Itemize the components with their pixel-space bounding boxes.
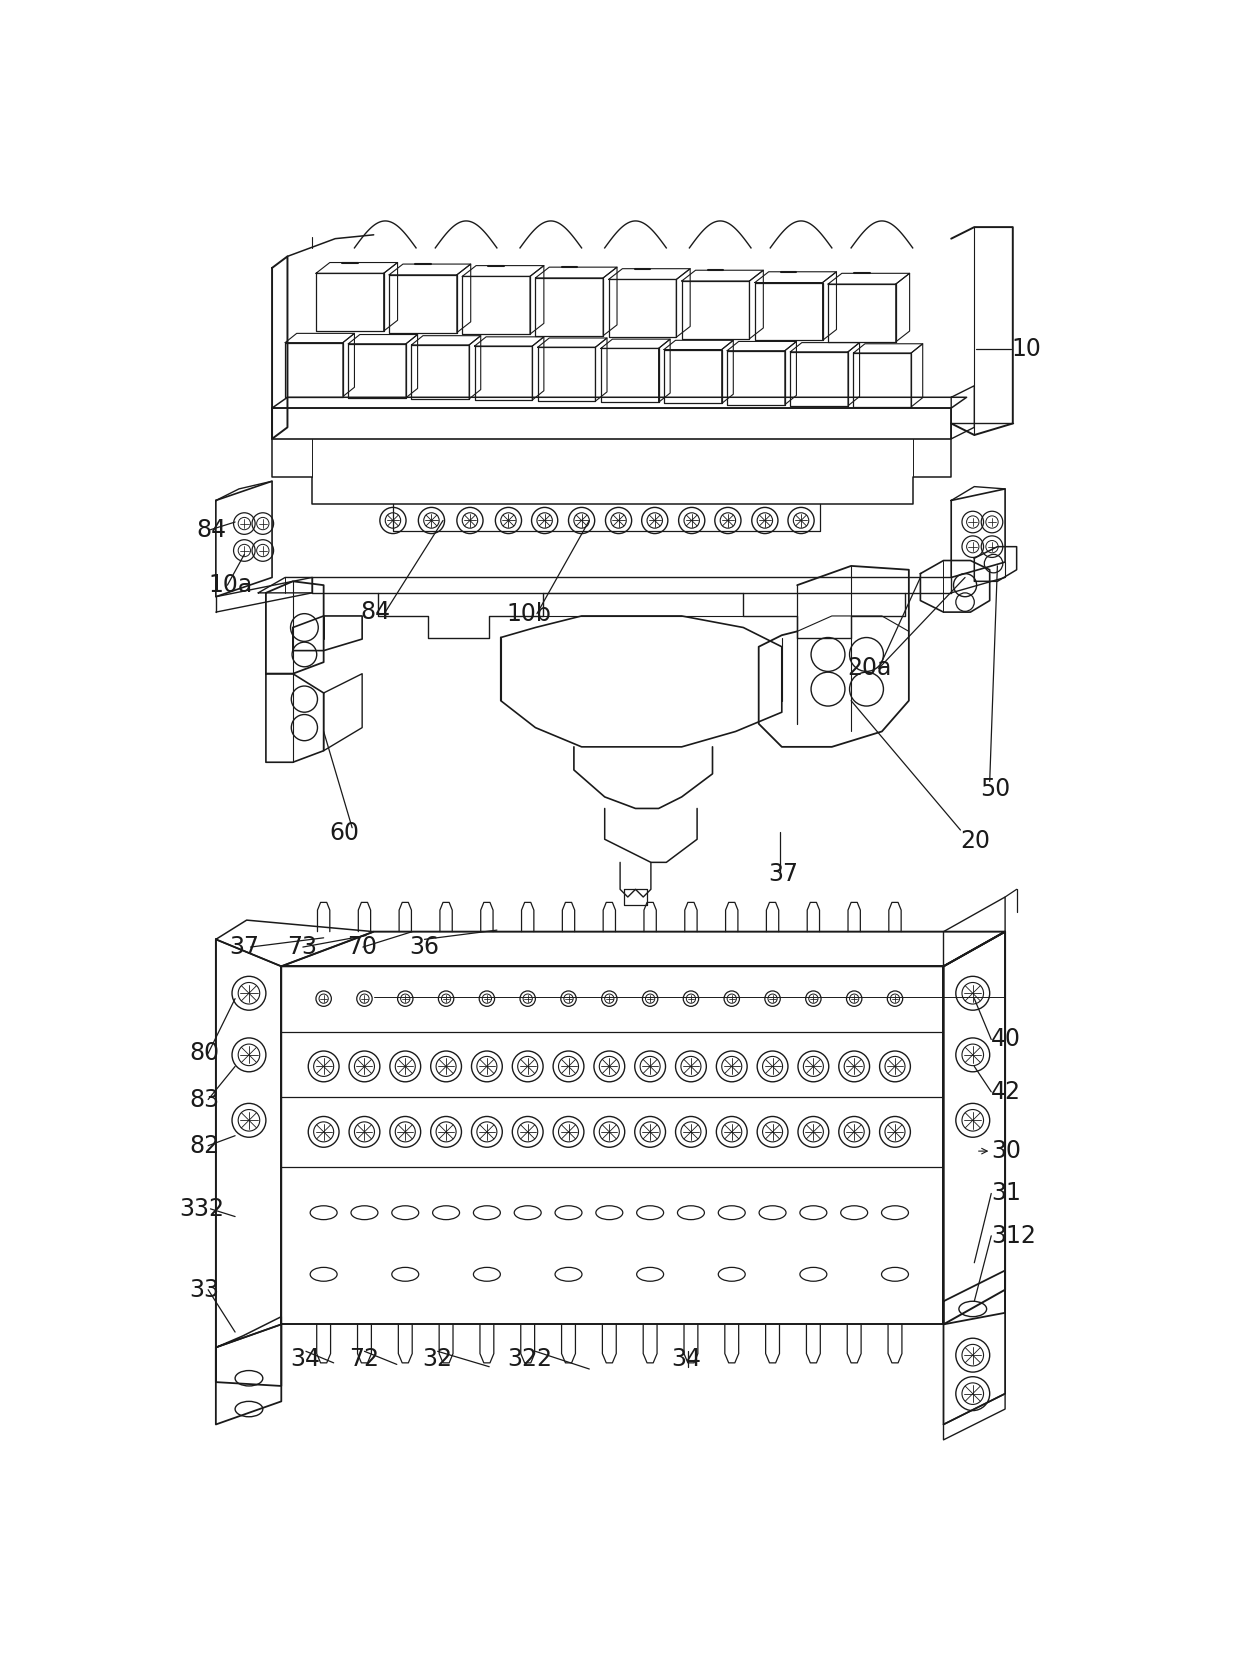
- Text: 60: 60: [329, 821, 360, 846]
- Text: 312: 312: [991, 1224, 1037, 1248]
- Text: 322: 322: [507, 1348, 552, 1371]
- Text: 42: 42: [991, 1079, 1022, 1104]
- Text: 30: 30: [991, 1139, 1022, 1163]
- Text: 70: 70: [347, 936, 377, 959]
- Text: 36: 36: [409, 936, 439, 959]
- Text: 37: 37: [768, 862, 797, 886]
- Text: 33: 33: [188, 1278, 219, 1301]
- Text: 50: 50: [981, 777, 1011, 801]
- Text: 40: 40: [991, 1027, 1022, 1051]
- Text: 37: 37: [229, 936, 259, 959]
- Text: 73: 73: [288, 936, 317, 959]
- Text: 332: 332: [180, 1198, 224, 1221]
- Text: 10b: 10b: [507, 602, 552, 626]
- Text: 82: 82: [188, 1134, 219, 1158]
- Text: 32: 32: [422, 1348, 453, 1371]
- Text: 34: 34: [671, 1348, 701, 1371]
- Text: 84: 84: [197, 517, 227, 542]
- Text: 10a: 10a: [208, 574, 253, 597]
- Text: 84: 84: [361, 600, 391, 624]
- Text: 31: 31: [991, 1181, 1021, 1206]
- Text: 34: 34: [290, 1348, 321, 1371]
- Text: 83: 83: [188, 1088, 219, 1111]
- Text: 72: 72: [350, 1348, 379, 1371]
- Text: 80: 80: [188, 1041, 219, 1066]
- Text: 20a: 20a: [847, 656, 892, 681]
- Text: 20: 20: [961, 829, 991, 852]
- Text: 10: 10: [1012, 337, 1042, 360]
